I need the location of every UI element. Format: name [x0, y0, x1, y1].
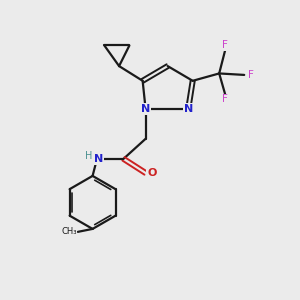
Text: N: N	[94, 154, 103, 164]
Text: F: F	[248, 70, 254, 80]
Text: O: O	[147, 168, 157, 178]
Text: F: F	[222, 40, 228, 50]
Text: F: F	[222, 94, 228, 104]
Text: CH₃: CH₃	[61, 227, 77, 236]
Text: H: H	[85, 151, 92, 161]
Text: N: N	[184, 104, 193, 114]
Text: N: N	[141, 104, 150, 114]
